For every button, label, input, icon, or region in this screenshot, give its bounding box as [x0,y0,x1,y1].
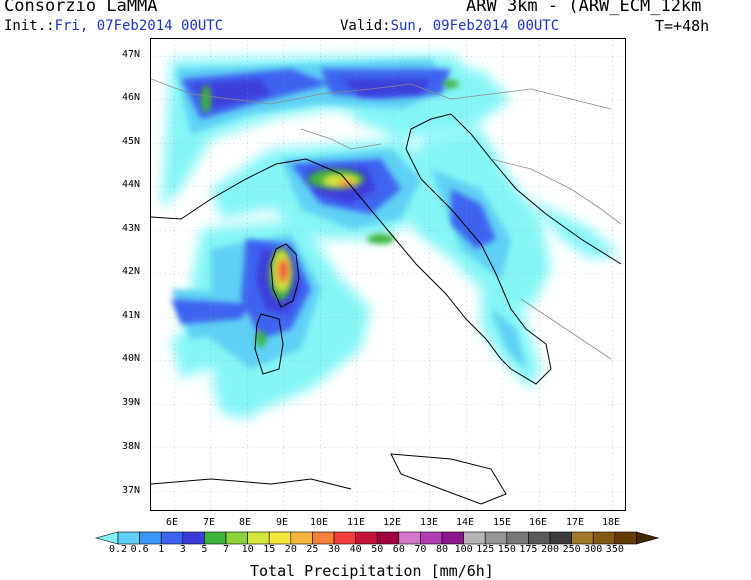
colorbar-level-label: 250 [562,544,581,555]
colorbar-box [160,531,184,545]
colorbar-level-label: 25 [306,544,319,555]
colorbar-box [247,531,270,545]
colorbar-boxes [94,531,660,545]
colorbar-box [549,531,572,545]
valid-value: Sun, 09Feb2014 00UTC [390,18,560,34]
colorbar-level-label: 0.6 [130,544,149,555]
precipitation-map [150,38,626,511]
lon-label: 15E [493,517,512,528]
lat-label: 37N [122,485,141,496]
colorbar-max-arrow [636,531,660,545]
colorbar-box [355,531,378,545]
forecast-timestep: T=+48h [655,17,710,35]
colorbar-box [290,531,313,545]
colorbar-level-label: 200 [541,544,560,555]
organization-title: Consorzio LaMMA [4,0,158,16]
lon-label: 16E [529,517,548,528]
lat-label: 40N [122,353,141,364]
colorbar-level-label: 150 [497,544,516,555]
colorbar-box [225,531,248,545]
lon-label: 14E [456,517,475,528]
lat-label: 47N [122,49,141,60]
lat-label: 45N [122,136,141,147]
valid-label: Valid: [340,18,391,34]
lon-label: 6E [166,517,179,528]
colorbar-level-label: 7 [223,544,230,555]
colorbar-box [463,531,486,545]
colorbar-level-label: 125 [476,544,495,555]
init-time: Init.:Fri, 07Feb2014 00UTC [4,19,223,33]
lon-label: 13E [420,517,439,528]
lat-label: 43N [122,223,141,234]
colorbar-level-label: 300 [584,544,603,555]
init-value: Fri, 07Feb2014 00UTC [54,18,224,34]
colorbar-level-label: 3 [179,544,186,555]
colorbar-box [592,531,616,545]
colorbar-level-label: 175 [519,544,538,555]
model-title: ARW 3km - (ARW_ECM_12km [466,0,702,16]
colorbar-box [614,531,637,545]
precip-colorbar [94,531,660,545]
colorbar-box [484,531,508,545]
colorbar-min-arrow [94,531,119,545]
lon-label: 9E [276,517,289,528]
colorbar-box [506,531,529,545]
graticule [151,39,625,510]
colorbar-level-label: 40 [349,544,362,555]
lat-label: 44N [122,179,141,190]
init-label: Init.: [4,18,55,34]
lat-label: 42N [122,266,141,277]
lon-label: 11E [347,517,366,528]
colorbar-box [182,531,205,545]
colorbar-level-label: 10 [241,544,254,555]
colorbar-level-label: 20 [284,544,297,555]
colorbar-level-label: 15 [263,544,276,555]
colorbar-box [571,531,594,545]
colorbar-level-label: 60 [392,544,405,555]
colorbar-box [528,531,551,545]
colorbar-level-label: 350 [605,544,624,555]
colorbar-box [268,531,292,545]
colorbar-box [312,531,335,545]
lat-label: 41N [122,310,141,321]
map-canvas [151,39,625,510]
colorbar-box [398,531,421,545]
lon-label: 8E [239,517,252,528]
colorbar-box [376,531,400,545]
lon-label: 10E [310,517,329,528]
lon-label: 7E [203,517,216,528]
colorbar-box [204,531,227,545]
colorbar-level-label: 80 [436,544,449,555]
lon-label: 12E [383,517,402,528]
lat-label: 38N [122,441,141,452]
colorbar-level-label: 5 [201,544,208,555]
lon-label: 18E [602,517,621,528]
colorbar-box [333,531,356,545]
colorbar-box [139,531,162,545]
colorbar-level-label: 30 [328,544,341,555]
lon-label: 17E [566,517,585,528]
colorbar-level-label: 1 [158,544,165,555]
colorbar-level-label: 0.2 [109,544,128,555]
colorbar-level-label: 70 [414,544,427,555]
colorbar-level-label: 100 [454,544,473,555]
colorbar-box [117,531,140,545]
colorbar-level-label: 50 [371,544,384,555]
legend-title: Total Precipitation [mm/6h] [250,562,494,580]
colorbar-box [441,531,464,545]
lat-label: 39N [122,397,141,408]
valid-time: Valid:Sun, 09Feb2014 00UTC [340,19,559,33]
colorbar-box [420,531,443,545]
lat-label: 46N [122,92,141,103]
